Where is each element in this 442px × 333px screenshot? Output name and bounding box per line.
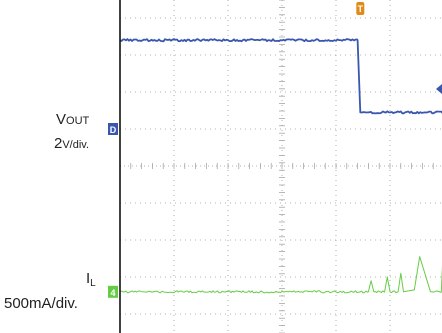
vout-scale-label: 2V/div. — [54, 136, 89, 151]
vout-label: VOUT — [56, 112, 89, 127]
vout-channel-marker-label: D — [110, 125, 117, 135]
right-edge-marker-icon — [436, 84, 442, 94]
vout-label-prefix: V — [56, 111, 66, 128]
il-scale: 500mA/div. — [4, 295, 78, 312]
il-label: IL — [86, 271, 96, 286]
vout-scale-unit: V/div. — [62, 139, 89, 151]
vout-trace — [120, 39, 442, 113]
il-channel-marker-label: 4 — [110, 288, 115, 298]
grid — [120, 0, 442, 333]
il-trace — [120, 162, 442, 293]
il-label-sub: L — [90, 278, 96, 289]
vout-label-suffix: OUT — [66, 115, 89, 127]
il-scale-label: 500mA/div. — [4, 296, 78, 311]
channel-markers: T D 4 — [108, 2, 442, 298]
trigger-marker-label: T — [358, 4, 364, 14]
